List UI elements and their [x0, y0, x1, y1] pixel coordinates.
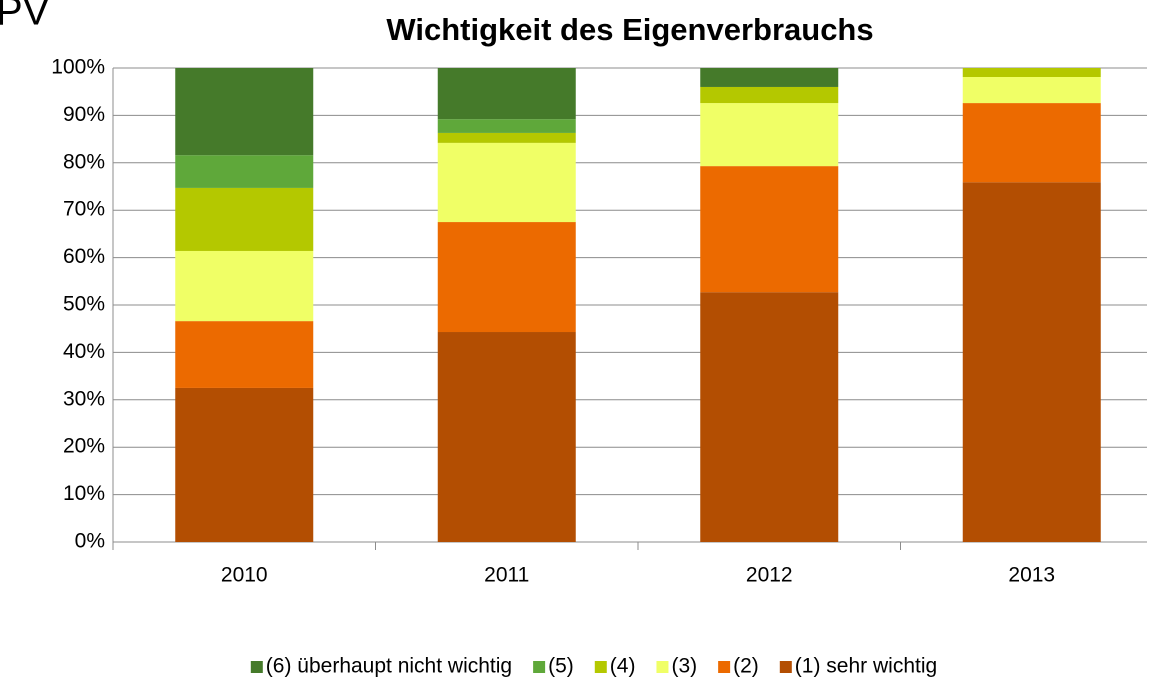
bar-segment	[175, 321, 314, 388]
bar-segment	[437, 132, 576, 143]
bar-segment	[962, 182, 1101, 542]
legend-label: (3)	[671, 655, 697, 678]
x-tick-label: 2011	[484, 564, 529, 587]
legend-swatch	[718, 661, 731, 673]
legend-label: (6) überhaupt nicht wichtig	[266, 655, 512, 678]
legend-label: (5)	[548, 655, 574, 678]
bar-segment	[437, 68, 576, 120]
y-tick-label: 60%	[63, 245, 105, 268]
legend-swatch	[533, 661, 546, 673]
legend-swatch	[779, 661, 792, 673]
y-tick-label: 20%	[63, 435, 105, 458]
legend-label: (2)	[733, 655, 759, 678]
y-tick-label: 30%	[63, 387, 105, 410]
bar-segment	[962, 77, 1101, 104]
y-tick-label: 0%	[75, 530, 105, 553]
legend-swatch	[594, 661, 607, 673]
y-tick-label: 10%	[63, 482, 105, 505]
x-tick-label: 2012	[746, 564, 793, 587]
bar-segment	[437, 119, 576, 133]
x-tick-label: 2013	[1008, 564, 1055, 587]
legend-label: (4)	[610, 655, 636, 678]
bar-segment	[962, 68, 1101, 78]
legend-label: (1) sehr wichtig	[795, 655, 937, 678]
annotation: PV	[0, 0, 50, 34]
bar-segment	[700, 86, 839, 104]
bar-segment	[437, 142, 576, 223]
bar-segment	[175, 68, 314, 156]
y-tick-label: 100%	[51, 56, 105, 79]
bar-segment	[700, 68, 839, 87]
y-tick-label: 80%	[63, 150, 105, 173]
bar-segment	[175, 187, 314, 251]
y-tick-label: 40%	[63, 340, 105, 363]
bar-segment	[700, 103, 839, 167]
chart-title: Wichtigkeit des Eigenverbrauchs	[386, 12, 873, 47]
bar-segment	[437, 222, 576, 333]
legend-swatch	[250, 661, 263, 673]
bar-segment	[175, 155, 314, 188]
x-tick-label: 2010	[221, 564, 268, 587]
bar-segment	[962, 103, 1101, 183]
y-tick-label: 50%	[63, 293, 105, 316]
bar-segment	[700, 166, 839, 293]
y-tick-label: 70%	[63, 198, 105, 221]
bar-segment	[437, 332, 576, 542]
bar-segment	[700, 292, 839, 542]
legend-swatch	[656, 661, 669, 673]
bar-segment	[175, 250, 314, 322]
bar-segment	[175, 387, 314, 542]
y-tick-label: 90%	[63, 103, 105, 126]
